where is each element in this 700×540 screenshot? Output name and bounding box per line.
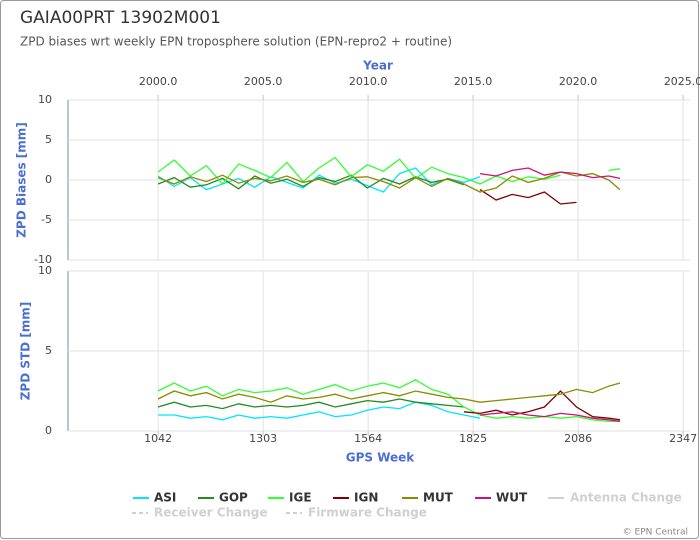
series-line <box>479 167 621 180</box>
legend-label[interactable]: MUT <box>423 491 454 505</box>
y-tick-label: 10 <box>38 93 52 106</box>
y-tick-label: 5 <box>45 133 52 146</box>
x2-tick-label: 2025.0 <box>664 75 700 88</box>
x-tick-label: 1303 <box>249 432 277 445</box>
x2-tick-label: 2015.0 <box>454 75 493 88</box>
x2-tick-label: 2005.0 <box>244 75 283 88</box>
chart-title: GAIA00PRT 13902M001 <box>20 8 221 28</box>
series-line <box>157 398 464 410</box>
x2-tick-label: 2020.0 <box>559 75 598 88</box>
x2-axis-label: Year <box>362 59 393 73</box>
legend-label[interactable]: WUT <box>496 491 528 505</box>
legend-label[interactable]: IGN <box>354 491 378 505</box>
credit: © EPN Central <box>623 528 688 538</box>
series-line <box>157 379 620 423</box>
y-tick-label: 5 <box>45 344 52 357</box>
series-line <box>479 411 621 423</box>
x-tick-label: 2347 <box>669 432 697 445</box>
y-tick-label: -10 <box>34 253 52 266</box>
series-line <box>157 167 481 193</box>
y-axis-label: ZPD Biases [mm] <box>15 122 29 238</box>
y-tick-label: 10 <box>38 264 52 277</box>
x-tick-label: 2086 <box>564 432 592 445</box>
series-line <box>157 382 621 403</box>
y-tick-label: 0 <box>45 173 52 186</box>
series-line <box>157 171 621 193</box>
y-tick-label: -5 <box>41 213 52 226</box>
x-axis-label: GPS Week <box>346 451 416 465</box>
x2-tick-label: 2010.0 <box>349 75 388 88</box>
series-line <box>157 156 621 186</box>
x-tick-label: 1825 <box>459 432 487 445</box>
y-axis-label: ZPD STD [mm] <box>19 302 33 401</box>
series-line <box>479 189 577 205</box>
series-line <box>158 401 481 421</box>
legend-label[interactable]: ASI <box>154 491 176 505</box>
legend-label[interactable]: IGE <box>289 491 312 505</box>
chart-subtitle: ZPD biases wrt weekly EPN troposphere so… <box>20 35 452 49</box>
x-tick-label: 1564 <box>354 432 382 445</box>
x-tick-label: 1042 <box>144 432 172 445</box>
legend-label[interactable]: GOP <box>219 491 248 505</box>
y-tick-label: 0 <box>45 424 52 437</box>
x2-tick-label: 2000.0 <box>139 75 178 88</box>
legend-label[interactable]: Firmware Change <box>308 506 427 520</box>
series-line <box>463 390 621 421</box>
legend-label[interactable]: Receiver Change <box>154 506 268 520</box>
legend-label[interactable]: Antenna Change <box>570 491 682 505</box>
series-line <box>157 174 465 190</box>
